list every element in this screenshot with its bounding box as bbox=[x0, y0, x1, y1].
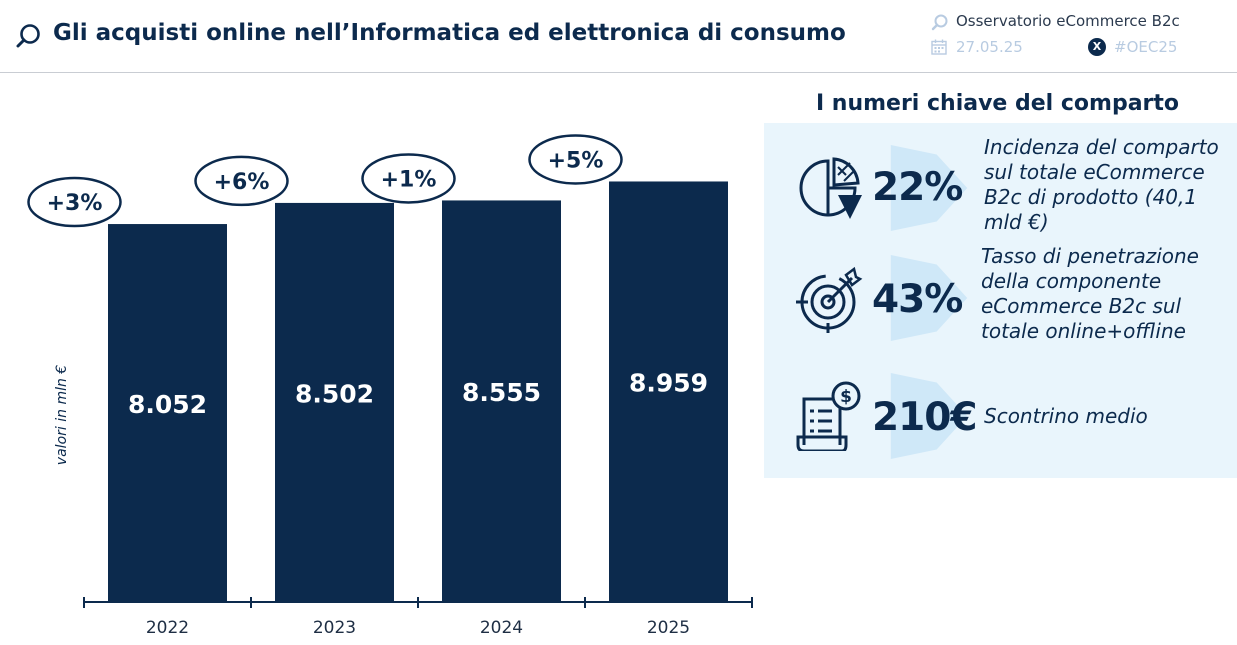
kpi-description: Incidenza del comparto sul totale eComme… bbox=[984, 135, 1219, 234]
calendar-icon bbox=[931, 39, 947, 55]
kpi-value: 22% bbox=[872, 165, 963, 210]
growth-badge bbox=[194, 155, 289, 207]
y-axis-label: valori in mln € bbox=[54, 365, 70, 465]
chevron-shape bbox=[890, 145, 968, 231]
magnifier-icon bbox=[16, 24, 40, 48]
growth-label: +1% bbox=[381, 167, 437, 192]
x-tick-label: 2025 bbox=[647, 618, 690, 638]
kpi-row-penetration: 43% Tasso di penetrazione della componen… bbox=[764, 244, 1237, 357]
growth-badge bbox=[361, 153, 456, 204]
x-tick-label: 2022 bbox=[146, 618, 189, 638]
header: Gli acquisti online nell’Informatica ed … bbox=[0, 0, 1237, 73]
bar bbox=[609, 181, 728, 602]
kpi-description: Tasso di penetrazione della componente e… bbox=[981, 244, 1199, 343]
kpi-row-share: 22% Incidenza del comparto sul totale eC… bbox=[764, 135, 1237, 245]
chevron-shape bbox=[890, 255, 968, 341]
target-icon bbox=[796, 266, 863, 333]
x-axis bbox=[83, 597, 753, 608]
observatory-logo-icon bbox=[931, 14, 948, 31]
kpi-value: 210€ bbox=[872, 395, 978, 440]
x-social-icon: X bbox=[1088, 38, 1106, 56]
kpi-title: I numeri chiave del comparto bbox=[815, 91, 1180, 116]
bar-value-label: 8.959 bbox=[629, 369, 708, 398]
kpi-row-receipt: $ 210€ Scontrino medio bbox=[764, 363, 1237, 473]
chevron-shape bbox=[890, 373, 968, 459]
bar-value-label: 8.052 bbox=[128, 390, 207, 419]
bar-value-label: 8.502 bbox=[295, 379, 374, 408]
bar bbox=[275, 202, 394, 603]
growth-label: +6% bbox=[214, 170, 270, 195]
kpi-value: 43% bbox=[872, 277, 963, 322]
growth-badge bbox=[528, 134, 623, 185]
bar bbox=[108, 224, 227, 602]
publication-date: 27.05.25 bbox=[956, 38, 1023, 56]
svg-text:$: $ bbox=[840, 387, 852, 407]
x-tick-label: 2024 bbox=[480, 618, 523, 638]
bar-value-label: 8.555 bbox=[462, 378, 541, 407]
observatory-name: Osservatorio eCommerce B2c bbox=[956, 12, 1180, 30]
bar bbox=[442, 200, 561, 602]
growth-label: +3% bbox=[47, 191, 103, 216]
x-tick-label: 2023 bbox=[313, 618, 356, 638]
growth-badges: +3% +6% +1% +5% bbox=[27, 134, 623, 228]
growth-label: +5% bbox=[548, 148, 604, 173]
growth-badge bbox=[27, 176, 122, 228]
bar-chart: 8.052 2022 8.502 2023 8.555 2024 8.959 2025 +3%… bbox=[27, 134, 753, 638]
kpi-panel: 22% Incidenza del comparto sul totale eC… bbox=[764, 123, 1237, 478]
bars-layer bbox=[108, 181, 728, 603]
receipt-icon: $ bbox=[796, 381, 861, 451]
hashtag: #OEC25 bbox=[1114, 38, 1178, 56]
labels-layer: 8.052 2022 8.502 2023 8.555 2024 8.959 2025 bbox=[128, 369, 708, 638]
page-title: Gli acquisti online nell’Informatica ed … bbox=[53, 20, 846, 46]
pie-chart-icon bbox=[799, 157, 862, 219]
kpi-description: Scontrino medio bbox=[984, 404, 1148, 428]
